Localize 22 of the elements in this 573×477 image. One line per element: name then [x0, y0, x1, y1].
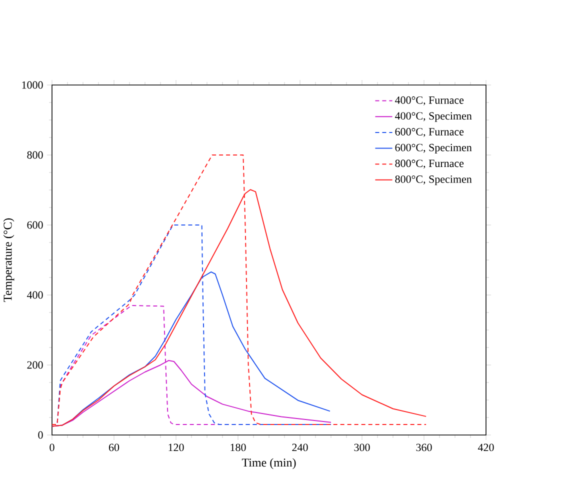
y-tick-label: 200: [27, 361, 43, 369]
legend-label: 800°C, Furnace: [395, 160, 464, 169]
x-tick-label: 0: [50, 444, 54, 452]
x-tick-label: 360: [416, 444, 432, 452]
legend-label: 600°C, Specimen: [395, 144, 472, 154]
y-tick-label: 600: [27, 221, 43, 229]
legend-label: 800°C, Specimen: [395, 175, 472, 186]
y-tick-label: 0: [38, 431, 43, 439]
legend-label: 600°C, Furnace: [395, 128, 464, 138]
y-tick-label: 1000: [22, 81, 43, 89]
y-tick-label: 400: [26, 291, 43, 299]
x-tick-label: 60: [108, 444, 120, 452]
x-tick-label: 120: [168, 444, 184, 452]
legend-label: 400°C, Specimen: [395, 112, 472, 122]
x-tick-label: 240: [292, 444, 308, 452]
x-tick-label: 180: [230, 444, 246, 452]
x-tick-label: 300: [354, 444, 370, 452]
y-axis-title: Temperature (°C): [3, 218, 14, 302]
x-axis-title: Time (min): [242, 458, 296, 470]
legend-label: 400°C, Furnace: [395, 96, 464, 106]
x-tick-label: 420: [478, 444, 494, 452]
y-tick-label: 800: [27, 151, 43, 159]
